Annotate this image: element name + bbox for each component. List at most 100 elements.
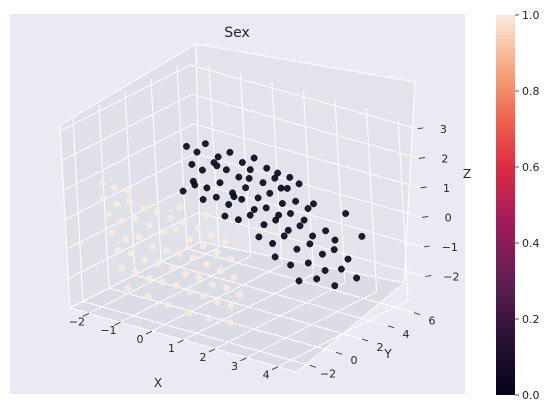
- point-value-1: [189, 254, 197, 262]
- point-value-0: [310, 200, 317, 208]
- point-value-1: [205, 314, 213, 322]
- x-tick-label: 2: [200, 351, 207, 364]
- point-value-0: [183, 142, 190, 150]
- point-value-1: [168, 264, 176, 272]
- point-value-0: [337, 265, 345, 273]
- point-value-0: [344, 255, 352, 263]
- z-tick-mark: [425, 275, 432, 277]
- point-value-0: [277, 184, 285, 192]
- point-value-1: [144, 293, 152, 300]
- y-gridline: [124, 91, 136, 276]
- point-value-0: [238, 159, 246, 166]
- point-value-0: [198, 166, 206, 174]
- point-value-0: [271, 253, 279, 261]
- x-tick-label: 0: [136, 333, 143, 346]
- pane-back: [195, 43, 416, 284]
- point-value-0: [287, 210, 294, 217]
- point-value-1: [99, 193, 107, 201]
- colorbar-ticks: 0.0 0.2 0.4 0.6 0.8 1.0: [515, 9, 540, 402]
- point-value-0: [331, 282, 339, 290]
- point-value-1: [145, 274, 153, 282]
- point-value-1: [153, 208, 161, 216]
- point-value-1: [175, 250, 183, 258]
- x-gridline: [366, 108, 378, 292]
- point-value-0: [191, 181, 199, 189]
- point-value-1: [124, 284, 132, 292]
- scatter-points: [98, 140, 366, 327]
- x-tick-mark: [82, 312, 90, 317]
- point-value-1: [207, 231, 215, 239]
- point-value-1: [227, 255, 235, 263]
- point-value-1: [221, 238, 229, 246]
- z-tick-mark: [422, 216, 429, 218]
- point-value-1: [108, 229, 116, 237]
- point-value-1: [154, 260, 162, 268]
- z-tick-mark: [418, 157, 426, 159]
- point-value-0: [199, 196, 207, 203]
- colorbar-tick-label: 1.0: [522, 9, 540, 22]
- colorbar-tick-label: 0.2: [522, 313, 540, 326]
- z-tick-label: −2: [443, 270, 459, 283]
- point-value-1: [141, 256, 149, 264]
- y-gridline: [160, 261, 389, 327]
- point-value-1: [159, 278, 167, 286]
- z-gridline: [60, 64, 191, 132]
- point-value-0: [313, 275, 321, 283]
- x-tick-label: −2: [69, 315, 85, 328]
- x-tick-label: 4: [263, 369, 270, 382]
- point-value-1: [195, 274, 203, 282]
- point-value-1: [226, 319, 234, 327]
- z-gridline: [68, 212, 199, 279]
- point-value-1: [180, 218, 188, 226]
- point-value-0: [287, 261, 295, 269]
- point-value-0: [271, 174, 279, 182]
- point-value-1: [126, 198, 133, 205]
- point-value-0: [293, 245, 301, 253]
- point-value-0: [255, 233, 263, 241]
- z-tick-label: 1: [443, 182, 450, 195]
- z-tick-mark: [417, 127, 424, 130]
- point-value-1: [186, 235, 194, 243]
- chart-title: Sex: [224, 25, 250, 41]
- point-value-0: [179, 187, 187, 195]
- point-value-0: [322, 227, 330, 235]
- z-tick-mark: [423, 245, 430, 248]
- point-value-1: [159, 228, 167, 236]
- point-value-0: [242, 184, 250, 192]
- point-value-0: [213, 162, 221, 170]
- x-tick-mark: [240, 357, 247, 362]
- point-value-1: [118, 217, 126, 225]
- z-gridline: [191, 93, 420, 159]
- z-gridline: [195, 152, 423, 218]
- point-value-0: [235, 173, 243, 181]
- point-value-1: [230, 273, 238, 281]
- point-value-0: [295, 277, 303, 285]
- point-value-1: [201, 211, 209, 219]
- z-gridline: [193, 123, 421, 189]
- point-value-0: [246, 211, 254, 219]
- point-value-1: [135, 233, 142, 241]
- y-tick-label: 2: [377, 341, 384, 354]
- point-value-0: [245, 174, 253, 182]
- point-value-1: [203, 260, 211, 268]
- point-value-1: [194, 225, 202, 232]
- z-gridline: [61, 93, 193, 161]
- point-value-0: [330, 246, 338, 254]
- point-value-0: [342, 210, 350, 217]
- axis-ticks: −2 −1 0 1 2 3 4 −2 0 2 4 6 −2 −1 0 1 2 3: [69, 123, 460, 382]
- y-gridline: [176, 65, 188, 249]
- point-value-0: [246, 166, 254, 174]
- point-value-0: [292, 197, 300, 205]
- point-value-0: [266, 189, 274, 197]
- point-value-1: [185, 309, 193, 316]
- z-gridline: [66, 182, 198, 250]
- x-tick-mark: [145, 330, 153, 335]
- point-value-0: [306, 240, 314, 248]
- point-value-0: [193, 148, 201, 156]
- point-value-0: [238, 195, 246, 203]
- y-tick-mark: [361, 338, 369, 342]
- y-tick-mark: [335, 351, 343, 355]
- point-value-0: [250, 154, 258, 162]
- point-value-1: [209, 280, 217, 288]
- point-value-1: [139, 204, 147, 212]
